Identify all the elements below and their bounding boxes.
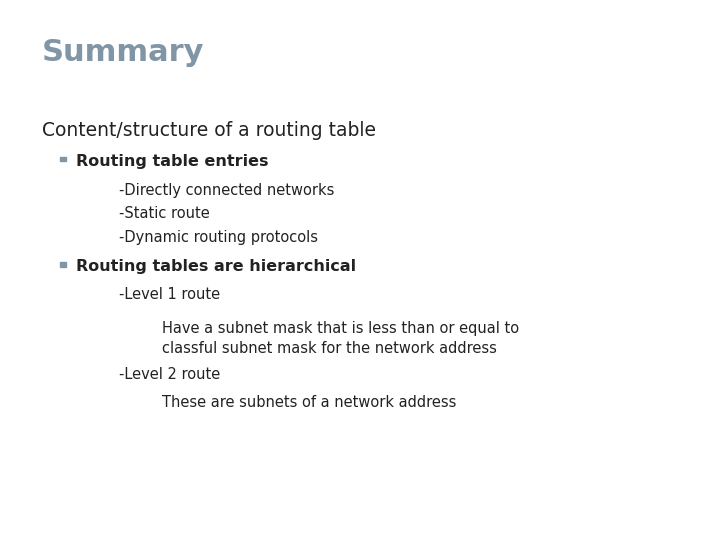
Text: These are subnets of a network address: These are subnets of a network address <box>162 395 456 410</box>
Text: Have a subnet mask that is less than or equal to
classful subnet mask for the ne: Have a subnet mask that is less than or … <box>162 321 519 356</box>
Text: -Static route: -Static route <box>119 206 210 221</box>
Text: -Level 1 route: -Level 1 route <box>119 287 220 302</box>
Text: Routing table entries: Routing table entries <box>76 154 268 169</box>
Text: Content/structure of a routing table: Content/structure of a routing table <box>42 122 376 140</box>
Text: -Directly connected networks: -Directly connected networks <box>119 183 334 198</box>
Text: Routing tables are hierarchical: Routing tables are hierarchical <box>76 259 356 274</box>
Text: Summary: Summary <box>42 38 204 67</box>
Bar <box>60 157 66 161</box>
Bar <box>60 262 66 267</box>
Text: -Level 2 route: -Level 2 route <box>119 367 220 382</box>
Text: -Dynamic routing protocols: -Dynamic routing protocols <box>119 230 318 245</box>
